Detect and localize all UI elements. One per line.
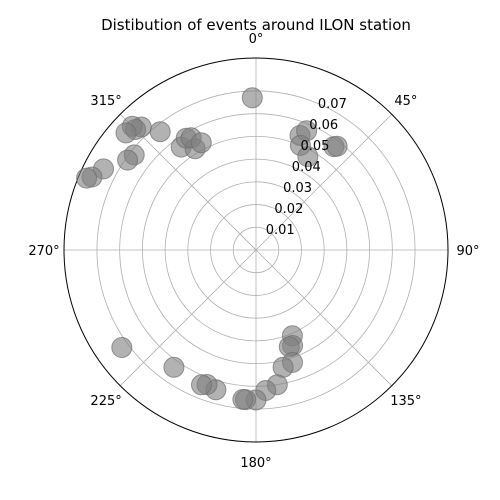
event-point [163,356,185,378]
chart-title: Distibution of events around ILON statio… [101,16,411,34]
r-tick-label: 0.03 [283,181,312,196]
theta-tick-label: 45° [394,94,417,109]
r-tick-label: 0.04 [292,160,321,175]
event-points [76,87,348,411]
event-point [76,167,98,189]
theta-tick-label: 180° [240,456,271,471]
grid-spoke-135 [255,249,393,387]
event-point [326,135,348,157]
r-tick-label: 0.07 [318,97,347,112]
event-point [297,146,319,168]
grid-spoke-45 [255,113,393,251]
event-point [232,388,254,410]
polar-grid [63,57,449,443]
theta-tick-label: 225° [90,394,121,409]
event-point [190,132,212,154]
theta-tick-label: 315° [90,94,121,109]
event-point [115,122,137,144]
event-point [191,374,212,396]
polar-frame [63,57,449,443]
tick-labels: 0° 45° 90° 135° 180° 225° 270° 315° 0.01 0.02 0.03… [28,32,479,471]
event-point [149,121,171,143]
event-point [111,337,133,358]
grid-spoke-225 [119,249,257,387]
theta-tick-label: 90° [456,244,479,259]
event-point [241,87,263,109]
theta-tick-label: 0° [249,32,264,47]
r-tick-label: 0.02 [274,202,303,217]
r-tick-label: 0.05 [301,139,330,154]
r-tick-label: 0.01 [266,223,295,238]
theta-tick-label: 135° [390,394,421,409]
theta-tick-label: 270° [28,244,59,259]
event-point [117,149,139,171]
r-tick-label: 0.06 [309,118,338,133]
